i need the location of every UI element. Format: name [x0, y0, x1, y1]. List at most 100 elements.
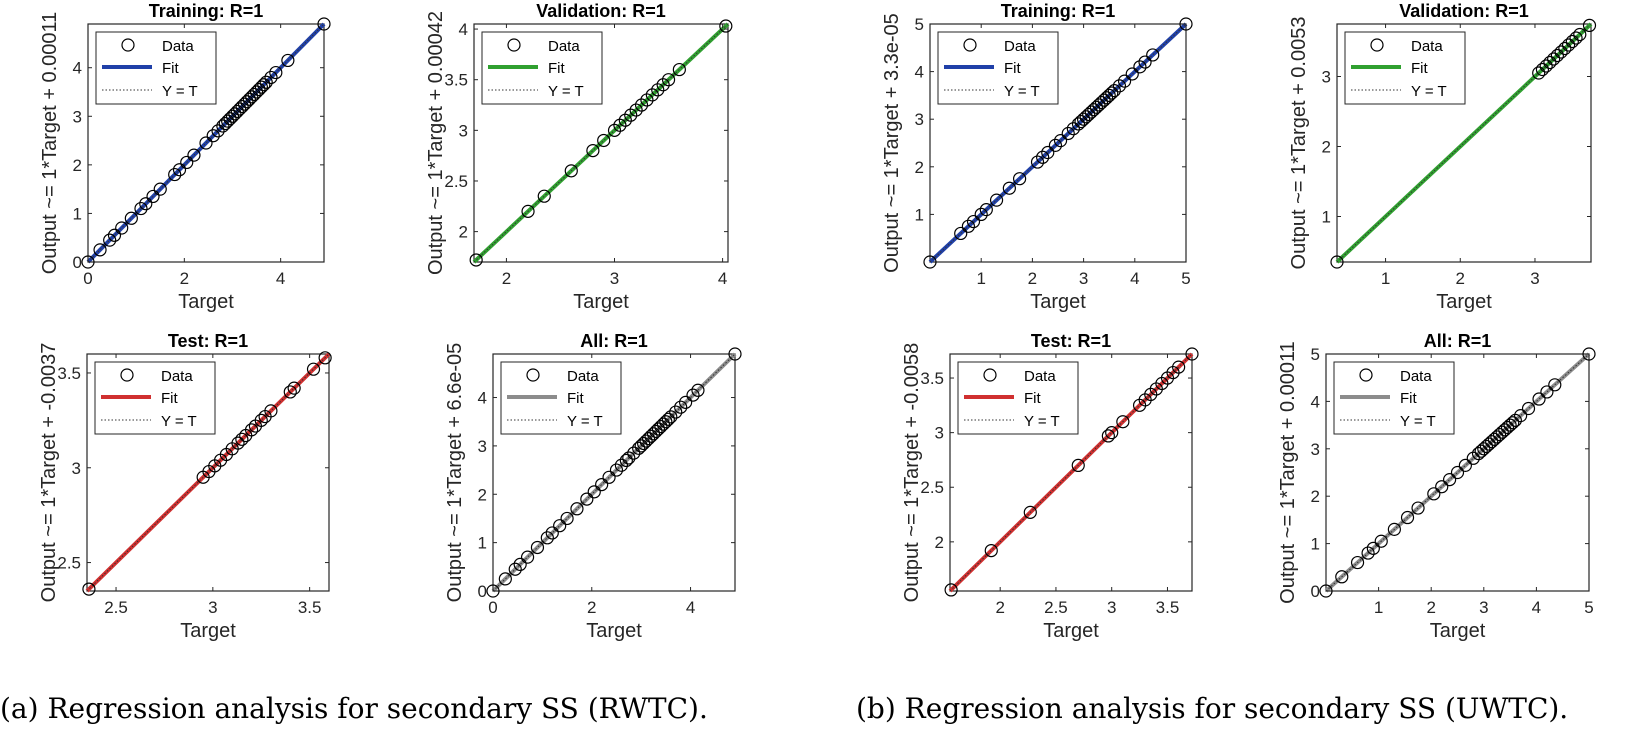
data-point — [254, 80, 268, 94]
legend-fit-label: Fit — [548, 60, 565, 77]
data-point — [1117, 74, 1132, 88]
data-point — [1112, 79, 1127, 93]
data-point — [1535, 62, 1550, 77]
data-point — [597, 133, 611, 148]
data-point — [221, 114, 235, 128]
x-tick-label: 2 — [1456, 269, 1465, 288]
x-tick-label: 5 — [1584, 598, 1593, 617]
caption-b: (b) Regression analysis for secondary SS… — [856, 692, 1568, 725]
data-point — [651, 422, 666, 436]
data-point — [1573, 27, 1587, 42]
data-point — [537, 189, 551, 203]
plot-title: Test: R=1 — [1031, 331, 1111, 351]
data-point — [1543, 55, 1557, 70]
data-point — [1107, 84, 1121, 98]
data-point — [637, 436, 651, 451]
data-point — [979, 203, 993, 217]
legend-data-label: Data — [1024, 368, 1056, 385]
data-point — [1102, 88, 1116, 103]
y-tick-label: 2 — [459, 223, 468, 242]
regression-plot: 1 2 3 1 2 3 Validation: R=1 Target Output ~= 1*T… — [1288, 1, 1597, 313]
x-tick-label: 2 — [1028, 269, 1037, 288]
data-point — [283, 385, 297, 399]
legend-data-marker — [507, 38, 521, 52]
data-point — [1495, 425, 1509, 439]
data-point — [1002, 181, 1016, 195]
data-point — [1482, 437, 1496, 451]
data-point — [728, 347, 742, 361]
data-point — [318, 351, 332, 365]
data-point — [269, 65, 283, 80]
data-point — [287, 381, 301, 395]
x-tick-label: 2 — [180, 269, 189, 288]
regression-plot: 0 2 4 0 1 2 3 4 Training: R=1 Target Output ~= 1*T… — [39, 1, 331, 313]
data-point — [656, 417, 670, 431]
legend-yt-label: Y = T — [567, 413, 603, 430]
x-tick-label: 4 — [1532, 598, 1541, 617]
plot-title: Validation: R=1 — [1399, 1, 1529, 21]
data-point — [669, 405, 683, 419]
legend-data-label: Data — [1004, 38, 1036, 55]
y-tick-label: 4 — [1311, 392, 1320, 411]
y-tick-label: 2.5 — [920, 478, 944, 497]
x-tick-label: 2.5 — [1044, 598, 1068, 617]
y-tick-label: 3 — [1322, 68, 1331, 87]
data-point — [1079, 110, 1093, 124]
y-tick-label: 4 — [915, 63, 924, 82]
data-point — [674, 400, 688, 414]
data-point — [1105, 86, 1119, 100]
data-point — [230, 104, 244, 119]
data-point — [124, 211, 138, 225]
legend-fit-label: Fit — [162, 60, 179, 77]
legend-yt-label: Y = T — [1024, 413, 1060, 430]
data-point — [1105, 426, 1119, 440]
data-point — [103, 233, 117, 247]
data-point — [1092, 98, 1106, 112]
data-point — [317, 17, 331, 31]
data-point — [206, 129, 220, 143]
data-point — [1554, 45, 1568, 59]
legend-data-marker — [526, 368, 540, 382]
data-point — [1479, 439, 1494, 454]
y-axis-label: Output ~= 1*Target + 6.6e-05 — [444, 343, 466, 603]
data-point — [1084, 105, 1098, 119]
data-point — [966, 214, 981, 229]
data-point — [627, 446, 641, 460]
plot-title: Validation: R=1 — [536, 1, 666, 21]
data-point — [1443, 473, 1457, 487]
data-point — [498, 572, 512, 586]
legend: Data Fit Y = T — [481, 31, 603, 105]
legend-data-marker — [121, 38, 135, 52]
data-point — [1074, 114, 1088, 129]
legend-yt-label: Y = T — [1400, 413, 1436, 430]
data-point — [641, 432, 656, 446]
data-point — [187, 148, 201, 162]
data-point — [686, 388, 700, 402]
x-axis-label: Target — [1436, 291, 1492, 313]
data-point — [172, 163, 187, 177]
y-equals-t-line — [929, 23, 1187, 263]
legend-fit-label: Fit — [1024, 390, 1041, 407]
data-point — [513, 557, 527, 571]
y-tick-label: 4 — [478, 389, 487, 408]
data-point — [661, 412, 675, 426]
legend: Data Fit Y = T — [95, 31, 217, 105]
data-point — [1532, 392, 1546, 406]
x-tick-label: 2 — [1426, 598, 1435, 617]
x-tick-label: 4 — [686, 598, 695, 617]
data-point — [622, 451, 636, 465]
legend-data-marker — [1370, 38, 1384, 52]
data-point — [225, 109, 240, 123]
x-tick-label: 0 — [488, 598, 497, 617]
data-point — [672, 62, 686, 77]
x-tick-label: 2 — [587, 598, 596, 617]
regression-plot: 0 2 4 0 1 2 3 4 All: R=1 Target Output ~= 1*Target… — [444, 331, 742, 642]
data-point — [223, 112, 237, 126]
y-tick-label: 3.5 — [444, 71, 468, 90]
legend-data-label: Data — [161, 368, 193, 385]
data-point — [1138, 55, 1152, 69]
x-tick-label: 3 — [610, 269, 619, 288]
data-point — [545, 526, 559, 540]
data-point — [1061, 126, 1075, 141]
x-axis-label: Target — [1043, 620, 1099, 642]
